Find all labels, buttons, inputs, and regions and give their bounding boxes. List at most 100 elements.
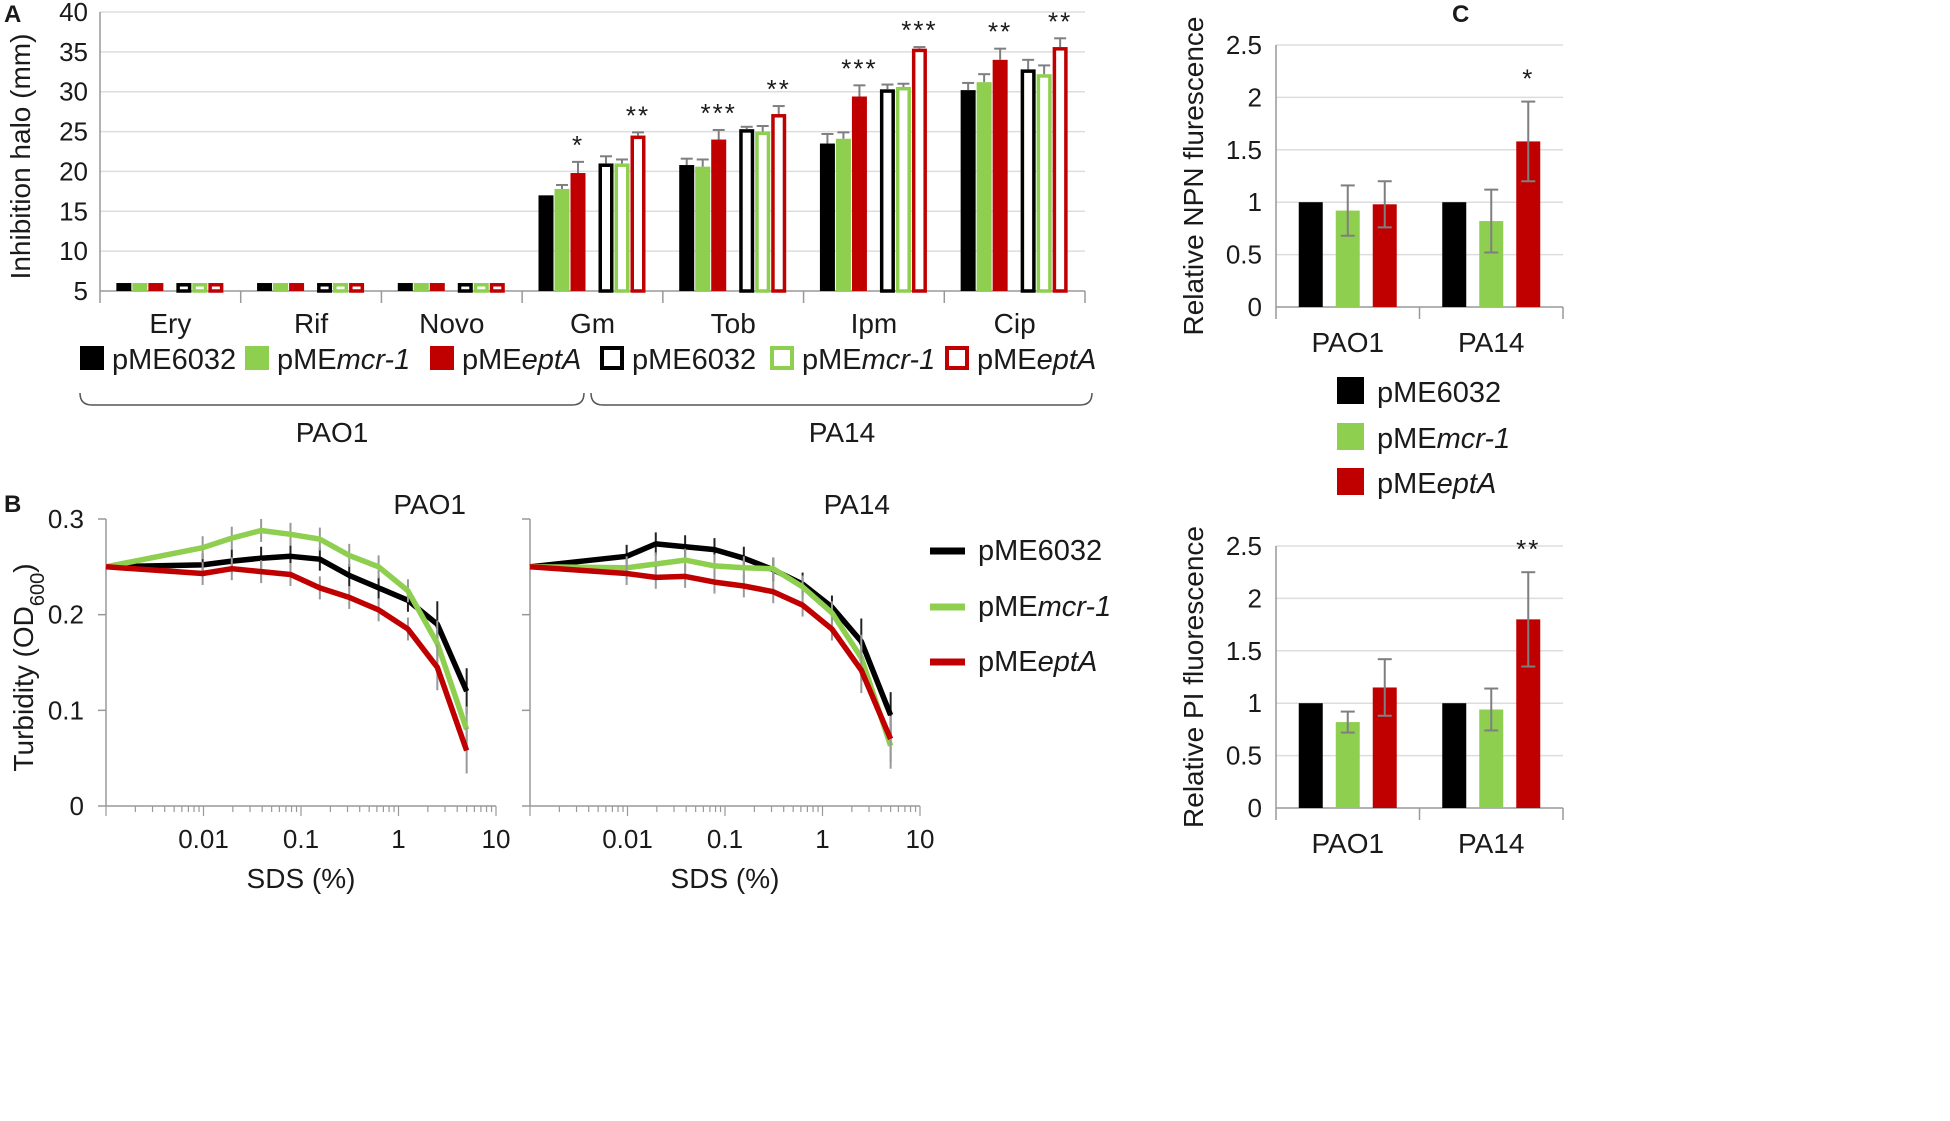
y-tick-label: 0.3 [48,504,84,534]
legend-swatch [430,346,454,370]
strain-bracket [590,392,1093,406]
y-tick-label: 0 [1248,292,1262,322]
category-label: Rif [294,308,328,339]
legend-label: pME6032 [632,344,756,376]
bar [349,283,365,293]
legend-label-text: pME6032 [632,344,756,376]
category-label: Ery [149,308,191,339]
legend-label-italic: eptA [1037,344,1097,376]
legend-label-prefix: pME [802,344,862,376]
bar [630,135,646,293]
y-tick-label: 1.5 [1226,135,1262,165]
legend-label: pME6032 [978,535,1102,567]
strain-label-pao1: PAO1 [296,417,369,448]
bar [755,131,771,293]
bar [992,59,1008,292]
legend-label: pMEeptA [978,646,1097,678]
panel-c-pi-chart: 0 0.5 1 1.5 2 2.5 PAO1 PA14 ** Relative PI fluore… [1178,526,1564,859]
bar [192,283,208,293]
y-axis-label: Turbidity (OD600) [8,563,49,771]
bar [208,283,224,293]
x-tick-label: 0.01 [602,824,653,854]
bar [116,283,132,291]
significance-marker: *** [901,15,937,45]
y-tick-label: 0 [1248,793,1262,823]
category-label: Novo [419,308,484,339]
x-tick-label: 1 [391,824,405,854]
bar [148,283,164,291]
bar [570,173,586,291]
bar [413,283,429,291]
legend-label: pMEeptA [462,344,581,376]
panel-letter-c: C [1452,1,1469,28]
bar [819,143,835,291]
bar [489,283,505,293]
bar [895,86,911,293]
bar [1298,202,1323,307]
legend-label-italic: mcr-1 [1038,591,1112,623]
legend-label-prefix: pME [978,591,1038,623]
category-label: Gm [570,308,615,339]
legend-label: pMEmcr-1 [277,344,410,376]
y-tick-label: 0.5 [1226,240,1262,270]
legend-swatch [770,346,794,370]
strain-label-pa14: PA14 [809,417,875,448]
y-axis-label: Relative PI fluorescence [1178,526,1209,828]
significance-marker: ** [767,74,791,104]
subplot-title: PAO1 [393,489,466,520]
bar [1442,202,1467,307]
legend-label-prefix: pME [978,646,1038,678]
bar [397,283,413,291]
bar [289,283,305,291]
y-axis-label: Inhibition halo (mm) [5,34,36,280]
series-line [529,557,894,747]
y-tick-label: 2.5 [1226,531,1262,561]
category-label: PAO1 [1311,828,1384,859]
x-tick-label: 0.01 [178,824,229,854]
y-tick-label: 10 [59,236,88,266]
panel-letter-b: B [4,491,21,518]
bar [538,195,554,291]
bar [1442,703,1467,808]
significance-marker: * [1522,64,1534,94]
legend-label-italic: mcr-1 [862,344,936,376]
bar [911,48,927,293]
series-line [105,527,470,731]
legend-label: pMEeptA [1377,468,1496,500]
x-tick-label: 0.1 [707,824,743,854]
subplot-title: PA14 [824,489,890,520]
bar [771,114,787,293]
legend-label-italic: mcr-1 [1437,423,1511,455]
significance-marker: *** [841,53,877,83]
y-tick-label: 2 [1248,82,1262,112]
y-tick-label: 0 [70,791,84,821]
legend-label-prefix: pME [1377,468,1437,500]
legend-label-prefix: pME [277,344,337,376]
bar [1335,722,1360,808]
bar [132,283,148,291]
bar [835,138,851,291]
series-line [529,564,894,741]
bar [1020,69,1036,293]
legend-swatch [1337,468,1364,495]
y-tick-label: 0.1 [48,695,84,725]
y-axis-label: Relative NPN flurescence [1178,16,1209,335]
bar [695,166,711,291]
y-tick-label: 35 [59,37,88,67]
bar [1036,74,1052,293]
significance-marker: ** [626,100,650,130]
bar [429,283,445,291]
legend-label-italic: eptA [522,344,582,376]
y-tick-label: 2.5 [1226,30,1262,60]
bar [960,90,976,292]
bar [333,283,349,293]
panel-b-turbidity-chart: 0 0.1 0.2 0.3 0.01 0.1 1 10 SDS (%) PAO1 0.01 0.1 1 1… [8,489,1111,894]
y-tick-label: 40 [59,0,88,27]
y-tick-label: 20 [59,156,88,186]
x-tick-label: 10 [906,824,935,854]
panel-letter-a: A [4,1,21,28]
y-tick-label: 1.5 [1226,636,1262,666]
legend-label-italic: eptA [1038,646,1098,678]
